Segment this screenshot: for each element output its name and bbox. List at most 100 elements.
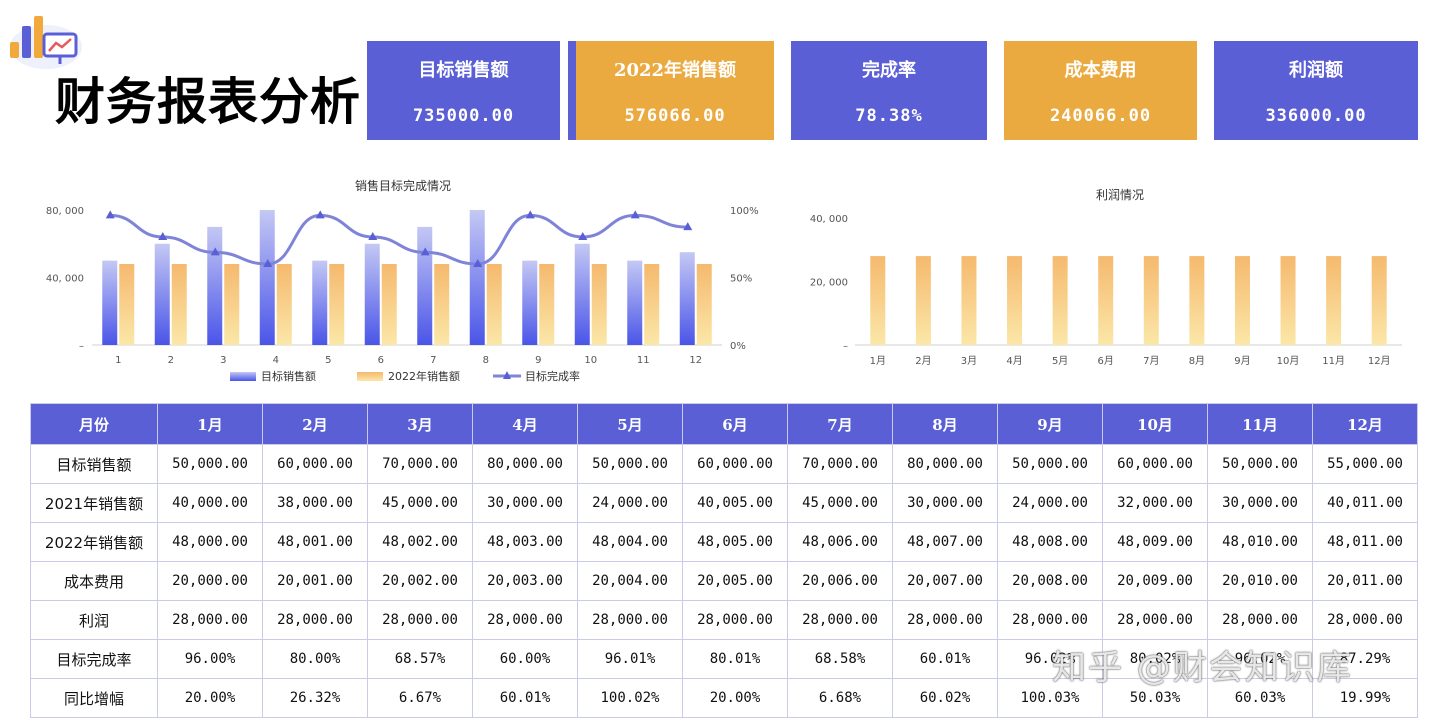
kpi-label: 成本费用 — [1064, 60, 1137, 81]
table-row: 目标销售额 50,000.00 60,000.00 70,000.00 80,000.0… — [30, 444, 1418, 484]
table-cell: 20,011.00 — [1312, 561, 1418, 601]
table-cell: 50,000.00 — [1207, 444, 1313, 484]
table-cell: 96.01% — [577, 639, 683, 679]
table-cell: 20,003.00 — [472, 561, 578, 601]
target-sales-bar — [364, 243, 380, 345]
column-header: 4月 — [472, 403, 578, 445]
column-header: 9月 — [997, 403, 1103, 445]
kpi-label: 2022年销售额 — [613, 60, 737, 81]
table-cell: 68.57% — [367, 639, 473, 679]
sales-2022-bar — [276, 263, 292, 345]
completion-rate-point — [210, 247, 220, 256]
legend-label: 目标销售额 — [261, 369, 316, 383]
sales-2022-bar — [644, 263, 660, 345]
target-sales-bar — [574, 243, 590, 345]
row-label: 目标销售额 — [30, 444, 158, 484]
table-row: 2022年销售额 48,000.00 48,001.00 48,002.00 48,00… — [30, 522, 1418, 562]
y-tick-label: 40, 000 — [810, 214, 848, 225]
sales-2022-bar — [434, 263, 450, 345]
table-cell: 48,008.00 — [997, 522, 1103, 562]
target-sales-bar — [627, 260, 643, 345]
table-cell: 26.32% — [262, 678, 368, 718]
table-cell: 20,002.00 — [367, 561, 473, 601]
sales-2022-bar — [171, 263, 187, 345]
table-cell: 45,000.00 — [787, 483, 893, 523]
table-cell: 6.68% — [787, 678, 893, 718]
completion-rate-line — [110, 213, 688, 266]
x-tick-label: 4 — [273, 355, 279, 366]
table-cell: 28,000.00 — [997, 600, 1103, 640]
table-cell: 48,005.00 — [682, 522, 788, 562]
row-label: 2021年销售额 — [30, 483, 158, 523]
completion-rate-point — [525, 210, 535, 219]
table-cell: 20,008.00 — [997, 561, 1103, 601]
page-title: 财务报表分析 — [55, 73, 361, 131]
profit-bar — [915, 256, 931, 345]
x-tick-label: 12月 — [1368, 355, 1391, 367]
table-header-row: 月份 1月 2月 3月 4月 5月 6月 7月 8月 9月 10月 11月 12月 — [30, 403, 1418, 445]
table-cell: 48,011.00 — [1312, 522, 1418, 562]
kpi-value: 576066.00 — [624, 106, 726, 126]
sales-2022-bar — [119, 264, 135, 345]
y-tick-label: 40, 000 — [46, 274, 84, 285]
profit-bar — [870, 256, 886, 345]
table-cell: 30,000.00 — [892, 483, 998, 523]
table-cell: 60.01% — [892, 639, 998, 679]
kpi-value: 336000.00 — [1265, 106, 1367, 126]
kpi-value: 78.38% — [855, 106, 923, 126]
row-label: 2022年销售额 — [30, 522, 158, 562]
sales-2022-bar — [539, 263, 555, 345]
table-cell: 100.02% — [577, 678, 683, 718]
table-row: 同比增幅 20.00% 26.32% 6.67% 60.01% 100.02% 20.00%… — [30, 678, 1418, 718]
profit-bar — [1143, 256, 1159, 345]
table-cell: 80.00% — [262, 639, 368, 679]
table-cell: 96.00% — [157, 639, 263, 679]
target-sales-bar — [469, 210, 485, 345]
legend-label: 2022年销售额 — [388, 369, 460, 383]
x-tick-label: 10 — [584, 355, 597, 366]
table-cell: 32,000.00 — [1102, 483, 1208, 523]
x-tick-label: 10月 — [1277, 355, 1300, 367]
x-tick-label: 3 — [220, 355, 226, 366]
column-header: 1月 — [157, 403, 263, 445]
completion-rate-point — [158, 232, 168, 240]
column-header: 12月 — [1312, 403, 1418, 445]
completion-rate-point — [368, 231, 378, 240]
target-sales-bar — [207, 226, 223, 345]
table-cell: 48,006.00 — [787, 522, 893, 562]
table-cell: 28,000.00 — [1102, 600, 1208, 640]
table-cell: 60.02% — [892, 678, 998, 718]
x-tick-label: 2月 — [915, 355, 931, 367]
table-cell: 50,000.00 — [157, 444, 263, 484]
x-tick-label: 1 — [115, 355, 121, 366]
table-cell: 20.00% — [682, 678, 788, 718]
table-cell: 60.00% — [472, 639, 578, 679]
x-tick-label: 11月 — [1322, 355, 1345, 367]
table-cell: 70,000.00 — [787, 444, 893, 484]
completion-rate-point — [420, 247, 430, 256]
x-tick-label: 5 — [325, 355, 331, 366]
table-cell: 28,000.00 — [157, 600, 263, 640]
profit-bar — [1371, 256, 1387, 345]
table-cell: 48,007.00 — [892, 522, 998, 562]
sales-2022-bar — [224, 263, 240, 345]
table-body: 目标销售额 50,000.00 60,000.00 70,000.00 80,000.0… — [30, 444, 1418, 718]
sales-chart-title: 销售目标完成情况 — [355, 179, 452, 193]
profit-bar — [961, 256, 977, 345]
x-tick-label: 3月 — [961, 355, 977, 367]
column-header: 11月 — [1207, 403, 1313, 445]
kpi-card-target-sales: 目标销售额 735000.00 — [367, 41, 560, 140]
x-tick-label: 9月 — [1234, 355, 1250, 367]
table-cell: 40,005.00 — [682, 483, 788, 523]
table-cell: 96.02% — [997, 639, 1103, 679]
report-logo-icon — [10, 16, 82, 69]
target-sales-bar — [102, 260, 118, 345]
y2-tick-label: 50% — [730, 274, 752, 285]
table-cell: 28,000.00 — [262, 600, 368, 640]
y-tick-label: 20, 000 — [810, 278, 848, 289]
table-cell: 30,000.00 — [472, 483, 578, 523]
row-label: 目标完成率 — [30, 639, 158, 679]
column-header: 7月 — [787, 403, 893, 445]
x-tick-label: 6 — [378, 355, 384, 366]
